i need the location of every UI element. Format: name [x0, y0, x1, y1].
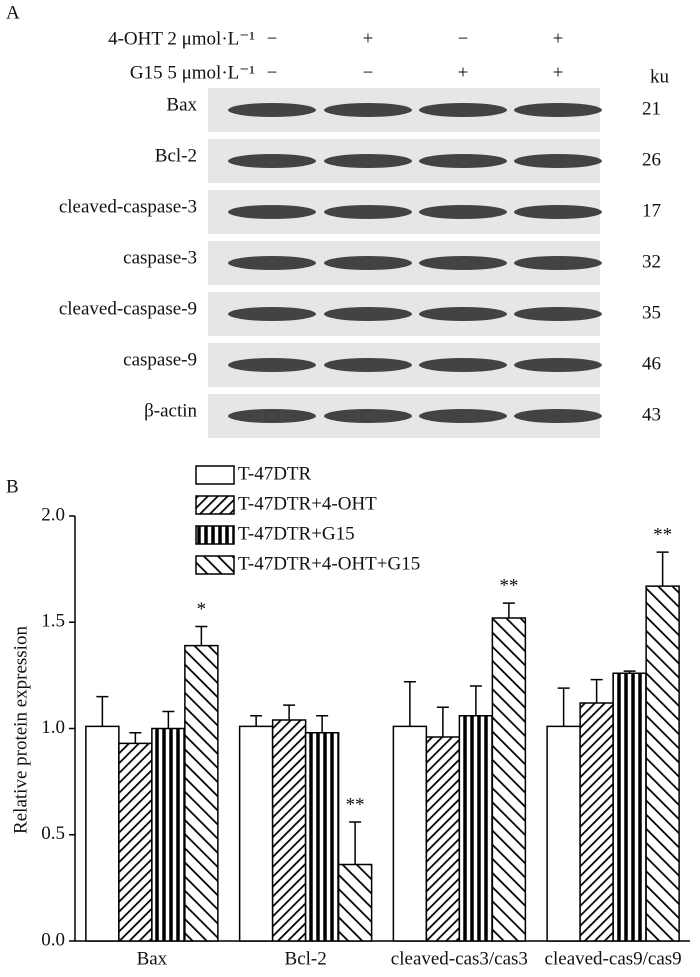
bar	[579, 702, 614, 942]
blot-band	[514, 205, 602, 219]
blot-band	[324, 409, 412, 423]
blot-band	[228, 205, 316, 219]
y-tick-label: 1.0	[41, 717, 65, 738]
significance-mark: **	[346, 794, 365, 815]
unit-label: ku	[650, 66, 670, 87]
panel-label: B	[6, 476, 19, 497]
blot-band	[228, 409, 316, 423]
x-tick-label: Bcl-2	[285, 948, 327, 969]
blot-band	[324, 358, 412, 372]
bar	[491, 617, 527, 942]
blot-band	[228, 358, 316, 372]
band-size: 17	[642, 200, 661, 221]
legend-swatch	[195, 525, 235, 545]
bar	[546, 725, 581, 942]
legend-label: T-47DTR+G15	[238, 523, 355, 544]
x-tick-label: Bax	[137, 948, 168, 969]
legend-swatch	[195, 555, 235, 575]
band-label: caspase-3	[123, 247, 197, 268]
treatment-label: G15 5 μmol·L⁻¹	[130, 62, 255, 83]
blot-band	[419, 205, 507, 219]
blot-band	[324, 307, 412, 321]
y-tick-label: 1.5	[41, 611, 65, 632]
band-size: 32	[642, 251, 661, 272]
legend-label: T-47DTR+4-OHT+G15	[238, 553, 420, 574]
band-size: 43	[642, 404, 661, 425]
blot-band	[419, 256, 507, 270]
treatment-sign: +	[458, 62, 469, 83]
bar	[85, 725, 120, 942]
blot-band	[514, 103, 602, 117]
significance-mark: **	[499, 575, 518, 596]
band-size: 26	[642, 149, 661, 170]
bar	[238, 725, 274, 942]
legend-swatch	[195, 495, 235, 515]
significance-mark: **	[653, 524, 672, 545]
treatment-sign: −	[267, 28, 278, 49]
blot-band	[324, 103, 412, 117]
bar	[425, 736, 461, 942]
blot-band	[514, 307, 602, 321]
y-axis-label: Relative protein expression	[10, 626, 31, 834]
bar	[271, 719, 307, 942]
treatment-sign: −	[363, 62, 374, 83]
treatment-sign: +	[553, 62, 564, 83]
legend-swatch	[195, 465, 235, 485]
blot-band	[514, 154, 602, 168]
band-label: Bcl-2	[155, 145, 197, 166]
blot-band	[514, 358, 602, 372]
band-label: caspase-9	[123, 349, 197, 370]
treatment-sign: +	[363, 28, 374, 49]
treatment-sign: +	[553, 28, 564, 49]
bar	[645, 585, 680, 942]
bar	[184, 644, 219, 942]
blot-band	[419, 409, 507, 423]
y-tick-label: 0.5	[41, 823, 65, 844]
blot-band	[419, 103, 507, 117]
blot-band	[514, 409, 602, 423]
y-tick-label: 0.0	[41, 929, 65, 950]
blot-band	[419, 358, 507, 372]
bar	[151, 727, 186, 942]
bar	[392, 725, 428, 942]
significance-mark: *	[197, 599, 207, 620]
bar	[612, 672, 647, 942]
legend-label: T-47DTR+4-OHT	[238, 493, 377, 514]
x-tick-label: cleaved-cas9/cas9	[545, 948, 682, 969]
blot-band	[514, 256, 602, 270]
blot-band	[228, 103, 316, 117]
blot-band	[419, 307, 507, 321]
treatment-sign: −	[458, 28, 469, 49]
blot-band	[324, 256, 412, 270]
bar	[458, 715, 494, 942]
bar	[304, 732, 340, 942]
band-label: cleaved-caspase-9	[59, 298, 197, 319]
blot-band	[228, 307, 316, 321]
blot-band	[228, 256, 316, 270]
x-tick-label: cleaved-cas3/cas3	[391, 948, 528, 969]
band-label: cleaved-caspase-3	[59, 196, 197, 217]
bar	[118, 742, 153, 942]
treatment-sign: −	[267, 62, 278, 83]
blot-band	[228, 154, 316, 168]
legend-label: T-47DTR	[238, 463, 312, 484]
bar	[337, 863, 373, 942]
y-tick-label: 2.0	[41, 504, 65, 525]
blot-band	[324, 205, 412, 219]
treatment-label: 4-OHT 2 μmol·L⁻¹	[108, 28, 255, 49]
band-size: 46	[642, 353, 661, 374]
band-label: Bax	[166, 94, 197, 115]
band-size: 35	[642, 302, 661, 323]
band-label: β-actin	[144, 400, 197, 421]
band-size: 21	[642, 98, 661, 119]
blot-band	[419, 154, 507, 168]
panel-label: A	[6, 2, 20, 23]
blot-band	[324, 154, 412, 168]
